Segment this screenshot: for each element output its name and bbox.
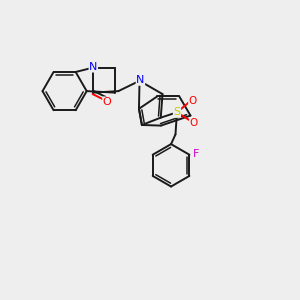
Text: O: O <box>189 95 197 106</box>
Text: O: O <box>190 118 198 128</box>
Text: F: F <box>193 149 199 159</box>
Text: N: N <box>136 75 145 85</box>
Text: O: O <box>103 97 112 107</box>
Text: S: S <box>173 107 181 117</box>
Text: N: N <box>89 62 98 72</box>
